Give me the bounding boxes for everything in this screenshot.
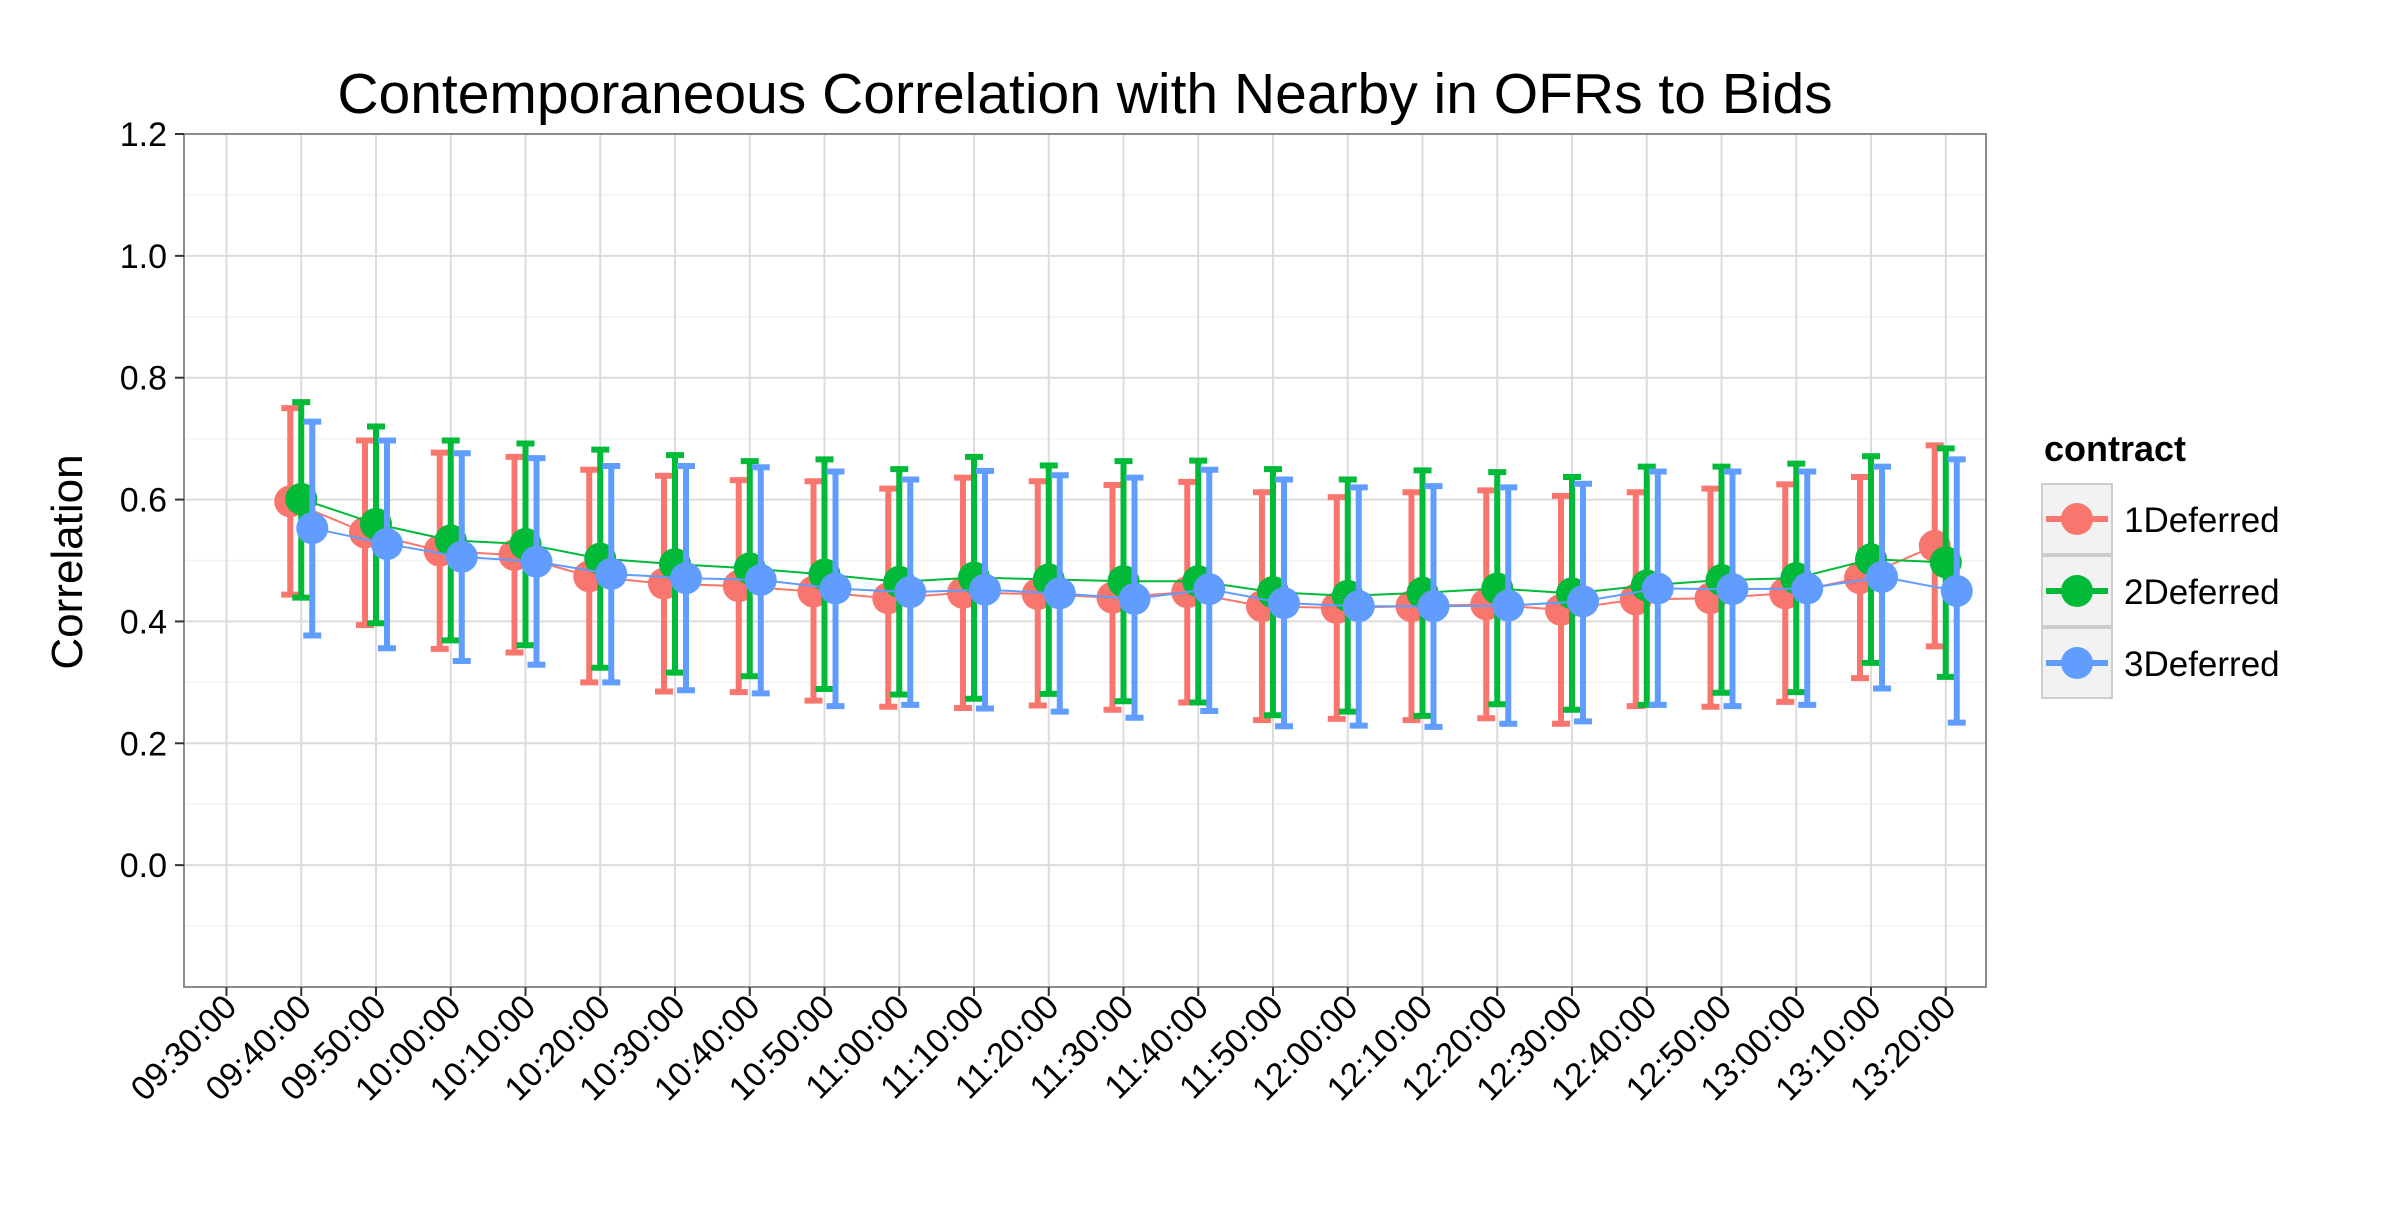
series-3Deferred [296,418,1973,730]
y-tick-label: 0.6 [120,482,167,520]
legend-title: contract [2044,428,2186,469]
data-point [296,512,329,545]
legend-key-point [2061,647,2093,679]
data-point [1342,590,1375,623]
data-point [1043,577,1076,610]
data-point [1866,560,1898,593]
legend: contract 1Deferred 2Deferred 3Deferred [2041,428,2280,699]
y-tick-label: 0.2 [120,725,167,763]
data-point [1940,574,1973,607]
data-point [1268,587,1300,620]
legend-key-point [2061,575,2093,607]
chart-title: Contemporaneous Correlation with Nearby … [337,62,1832,126]
data-point [520,545,553,578]
data-point [1492,589,1525,622]
data-point [1791,572,1824,605]
data-point [894,576,927,609]
data-point [371,528,403,561]
y-tick-label: 0.4 [120,603,167,641]
panel-border [183,133,1987,988]
y-axis-title: Correlation [43,454,92,669]
data-point [744,563,777,596]
data-point [1118,582,1151,615]
data-point [595,557,628,590]
data-point [1417,590,1450,623]
data-point [1193,573,1226,606]
data-point [969,573,1001,606]
data-point [1567,585,1599,618]
legend-label: 2Deferred [2124,573,2280,612]
data-point [445,540,478,573]
y-tick-label: 0.8 [120,360,167,398]
legend-key-point [2061,503,2093,535]
data-point [1641,572,1674,605]
legend-label: 3Deferred [2124,645,2280,684]
data-point [670,562,702,595]
data-point [1716,573,1749,606]
y-tick-label: 1.0 [120,238,167,276]
plot-panel: 0.00.20.40.60.81.01.209:30:0009:40:0009:… [120,116,1987,1108]
data-point [819,572,852,605]
y-tick-label: 0.0 [120,847,167,885]
y-tick-label: 1.2 [120,116,167,154]
legend-label: 1Deferred [2124,501,2280,540]
